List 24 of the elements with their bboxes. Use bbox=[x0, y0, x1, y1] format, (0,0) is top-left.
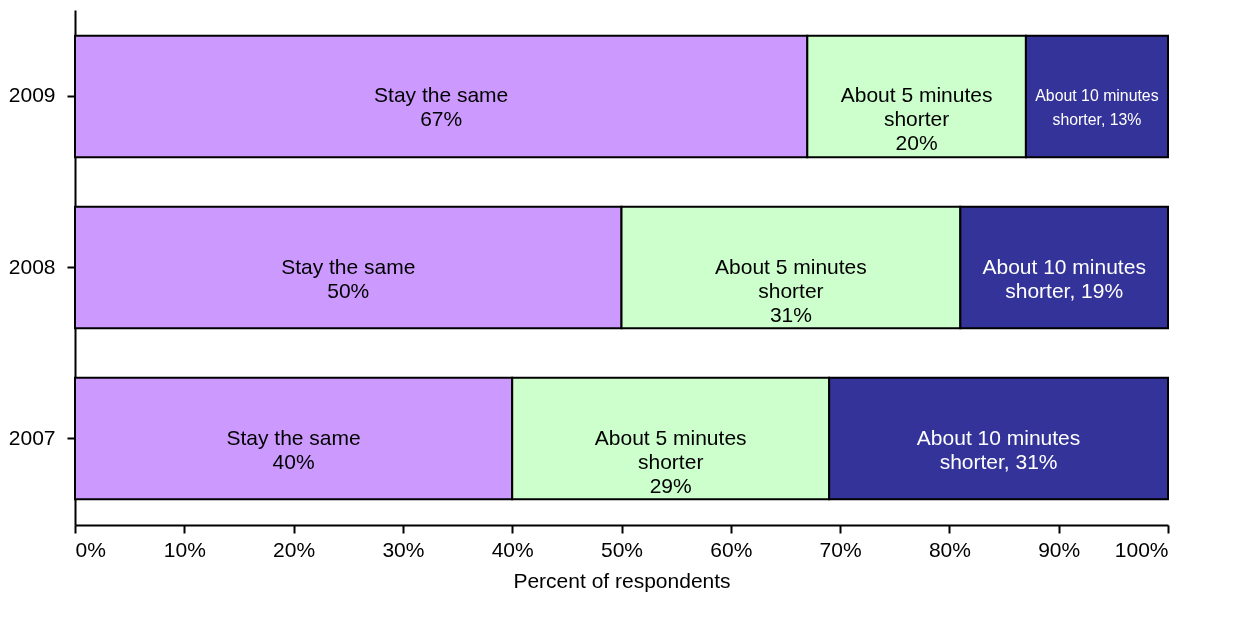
x-tick-label: 80% bbox=[928, 537, 971, 561]
x-tick-label: 50% bbox=[600, 537, 644, 561]
y-tick-label: 2007 bbox=[8, 425, 56, 449]
x-tick-label: 100% bbox=[1114, 537, 1169, 561]
x-tick-label: 30% bbox=[382, 537, 425, 561]
data-label: Stay the same 67% bbox=[374, 83, 509, 131]
data-label: About 10 minutes shorter, 19% bbox=[982, 254, 1146, 302]
data-label: About 5 minutes shorter 29% bbox=[594, 425, 747, 497]
x-tick-label: 0% bbox=[75, 537, 106, 561]
x-tick-label: 40% bbox=[491, 537, 534, 561]
x-tick-label: 10% bbox=[163, 537, 206, 561]
x-axis-title: Percent of respondents bbox=[513, 568, 731, 592]
data-label: About 10 minutes shorter, 31% bbox=[916, 425, 1081, 473]
x-tick-label: 90% bbox=[1038, 537, 1081, 561]
x-tick-label: 70% bbox=[819, 537, 862, 561]
data-label: About 10 minutes shorter, 13% bbox=[1035, 87, 1159, 129]
data-label: About 5 minutes shorter 20% bbox=[840, 83, 993, 155]
x-tick-label: 60% bbox=[710, 537, 753, 561]
x-tick-label: 20% bbox=[273, 537, 316, 561]
y-tick-label: 2009 bbox=[8, 83, 56, 107]
data-label: Stay the same 40% bbox=[226, 425, 361, 473]
data-label: Stay the same 50% bbox=[281, 254, 416, 302]
data-label: About 5 minutes shorter 31% bbox=[715, 254, 867, 326]
y-tick-label: 2008 bbox=[8, 254, 56, 278]
